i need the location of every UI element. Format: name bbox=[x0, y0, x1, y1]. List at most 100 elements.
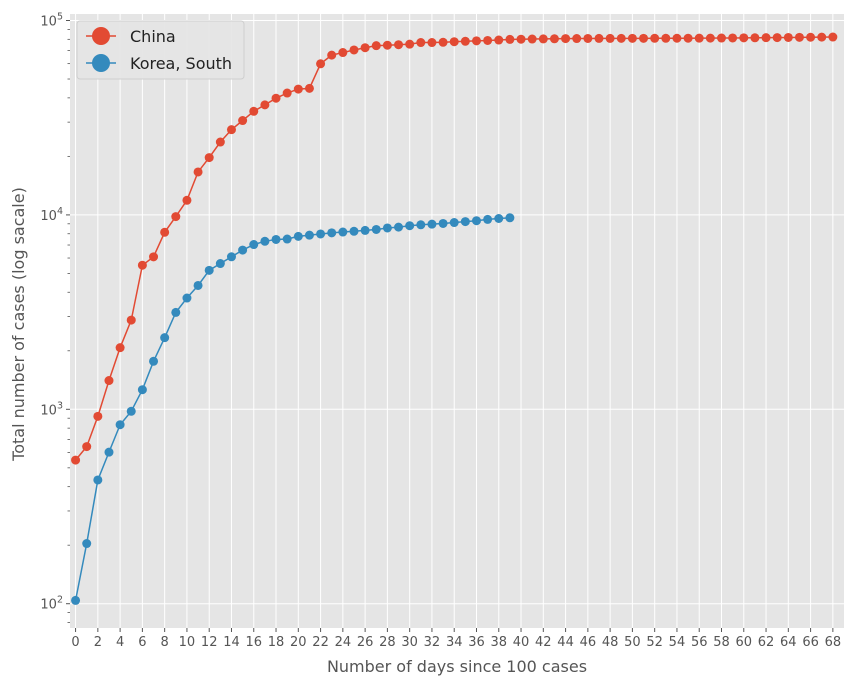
data-point-china bbox=[137, 260, 147, 270]
data-point-china bbox=[304, 83, 314, 93]
x-tick-label: 48 bbox=[602, 635, 619, 650]
x-tick-label: 32 bbox=[424, 635, 441, 650]
data-point-korea-south bbox=[327, 228, 337, 238]
data-point-china bbox=[583, 33, 593, 43]
data-point-china bbox=[471, 36, 481, 46]
x-tick-label: 4 bbox=[116, 635, 124, 650]
x-tick-label: 56 bbox=[691, 635, 708, 650]
data-point-china bbox=[739, 33, 749, 43]
grid bbox=[70, 14, 844, 628]
data-point-china bbox=[271, 93, 281, 103]
y-axis: 102 103 104 105 bbox=[40, 11, 70, 623]
data-point-china bbox=[661, 33, 671, 43]
data-point-china bbox=[338, 48, 348, 58]
data-point-china bbox=[126, 315, 136, 325]
data-point-korea-south bbox=[304, 230, 314, 240]
series-korea-south bbox=[71, 213, 515, 605]
x-tick-label: 8 bbox=[161, 635, 169, 650]
data-point-china bbox=[249, 106, 259, 116]
y-tick-label: 105 bbox=[40, 11, 63, 29]
legend-marker-china bbox=[92, 27, 110, 45]
data-point-china bbox=[772, 33, 782, 43]
legend-marker-korea-south bbox=[92, 54, 110, 72]
data-point-china bbox=[238, 116, 248, 126]
legend-box bbox=[76, 20, 245, 80]
x-tick-label: 66 bbox=[802, 635, 819, 650]
data-point-korea-south bbox=[193, 280, 203, 290]
data-point-korea-south bbox=[316, 229, 326, 239]
data-point-korea-south bbox=[204, 265, 214, 275]
x-tick-label: 24 bbox=[335, 635, 352, 650]
data-point-china bbox=[405, 39, 415, 49]
x-tick-label: 22 bbox=[312, 635, 329, 650]
data-point-korea-south bbox=[238, 245, 248, 255]
data-point-china bbox=[360, 43, 370, 53]
data-point-china bbox=[794, 32, 804, 42]
data-point-china bbox=[616, 33, 626, 43]
data-point-china bbox=[160, 227, 170, 237]
data-point-china bbox=[783, 32, 793, 42]
x-tick-label: 20 bbox=[290, 635, 307, 650]
data-point-korea-south bbox=[249, 240, 259, 250]
x-tick-label: 6 bbox=[138, 635, 146, 650]
data-point-china bbox=[494, 35, 504, 45]
data-point-china bbox=[293, 84, 303, 94]
x-tick-label: 44 bbox=[557, 635, 574, 650]
data-point-china bbox=[193, 167, 203, 177]
legend-entry-korea-south: Korea, South bbox=[86, 54, 232, 73]
data-point-china bbox=[382, 40, 392, 50]
legend-label-korea-south: Korea, South bbox=[130, 54, 232, 73]
x-tick-label: 42 bbox=[535, 635, 552, 650]
data-point-china bbox=[260, 100, 270, 110]
data-point-china bbox=[572, 34, 582, 44]
x-tick-label: 46 bbox=[580, 635, 597, 650]
data-point-korea-south bbox=[394, 222, 404, 232]
x-tick-label: 18 bbox=[268, 635, 285, 650]
data-point-china bbox=[427, 38, 437, 48]
data-point-korea-south bbox=[171, 307, 181, 317]
x-axis: 0 2 4 6 8 10 12 14 16 18 20 22 24 26 28 30 32 34 36 38 40 42 4… bbox=[71, 628, 841, 650]
data-point-korea-south bbox=[360, 225, 370, 235]
data-point-china bbox=[182, 195, 192, 205]
data-point-korea-south bbox=[349, 226, 359, 236]
data-point-korea-south bbox=[483, 214, 493, 224]
data-point-korea-south bbox=[226, 252, 236, 262]
data-point-china bbox=[226, 125, 236, 135]
data-point-china bbox=[639, 33, 649, 43]
data-point-korea-south bbox=[494, 214, 504, 223]
data-point-korea-south bbox=[71, 595, 81, 605]
data-point-china bbox=[817, 32, 827, 42]
data-point-korea-south bbox=[260, 236, 270, 246]
data-point-china bbox=[460, 36, 470, 46]
data-point-korea-south bbox=[215, 259, 225, 269]
data-point-korea-south bbox=[371, 224, 381, 234]
data-point-china bbox=[71, 455, 81, 465]
data-point-korea-south bbox=[149, 356, 159, 366]
data-point-china bbox=[527, 34, 537, 44]
data-point-china bbox=[672, 33, 682, 43]
data-point-korea-south bbox=[271, 234, 281, 244]
data-point-korea-south bbox=[449, 218, 459, 228]
data-point-china bbox=[316, 59, 326, 69]
x-tick-label: 28 bbox=[379, 635, 396, 650]
data-point-china bbox=[171, 212, 181, 222]
data-point-korea-south bbox=[505, 213, 515, 223]
data-point-china bbox=[82, 442, 92, 452]
x-tick-label: 14 bbox=[223, 635, 240, 650]
y-tick-label: 103 bbox=[40, 400, 63, 418]
data-point-china bbox=[449, 37, 459, 47]
x-tick-label: 26 bbox=[357, 635, 374, 650]
x-tick-label: 60 bbox=[735, 635, 752, 650]
x-tick-label: 30 bbox=[401, 635, 418, 650]
plot-background bbox=[70, 14, 844, 628]
x-tick-label: 34 bbox=[446, 635, 463, 650]
x-tick-label: 40 bbox=[513, 635, 530, 650]
data-point-korea-south bbox=[293, 231, 303, 241]
data-point-china bbox=[605, 33, 615, 43]
data-point-korea-south bbox=[126, 406, 136, 416]
y-axis-label: Total number of cases (log sacale) bbox=[9, 187, 28, 462]
data-point-korea-south bbox=[338, 227, 348, 237]
data-point-korea-south bbox=[282, 234, 292, 244]
data-point-china bbox=[683, 33, 693, 43]
